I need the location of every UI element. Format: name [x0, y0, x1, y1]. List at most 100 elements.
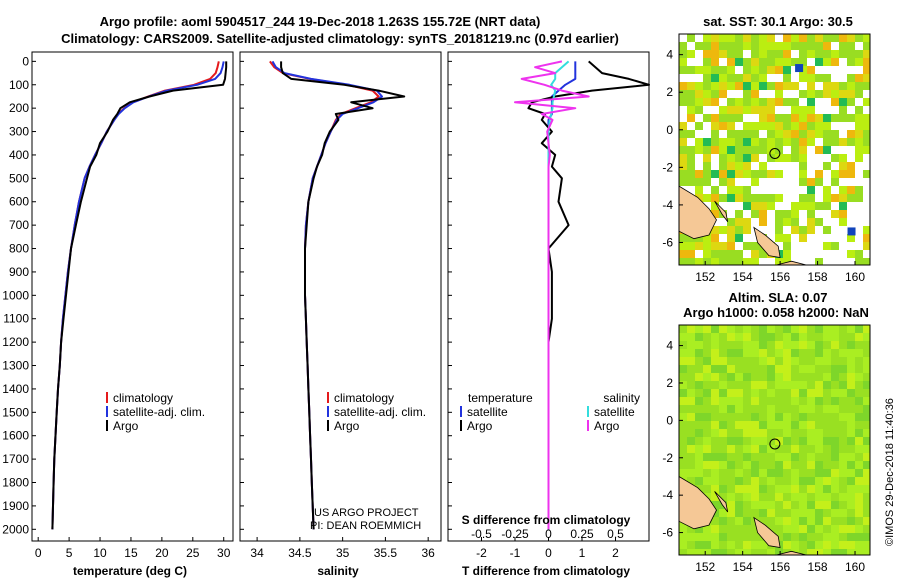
map-cell — [751, 421, 759, 429]
map-cell — [847, 445, 855, 453]
map-cell — [815, 122, 823, 130]
map-cell — [815, 469, 823, 477]
map-cell — [791, 333, 799, 341]
map-cell — [679, 242, 687, 250]
map-cell — [831, 517, 839, 525]
map-cell — [783, 250, 791, 258]
map-cell — [775, 333, 783, 341]
map-x-tick-label: 154 — [733, 560, 753, 574]
map-cell — [759, 122, 767, 130]
map-cell — [743, 525, 751, 533]
map-cell — [815, 421, 823, 429]
map-cell — [799, 437, 807, 445]
legend-salinity-header: salinity — [603, 391, 640, 405]
map-cell — [767, 429, 775, 437]
map-cell — [743, 509, 751, 517]
map-cell — [711, 250, 719, 258]
map-cell — [695, 42, 703, 50]
map-cell — [759, 58, 767, 66]
x-tick-label: 1 — [579, 546, 586, 560]
map-cell — [727, 178, 735, 186]
map-cell — [695, 405, 703, 413]
map-cell — [815, 533, 823, 541]
map-cell — [743, 333, 751, 341]
map-cell — [759, 162, 767, 170]
map-cell — [711, 325, 719, 333]
map-cell — [743, 357, 751, 365]
map-cell — [807, 493, 815, 501]
map-cell — [775, 42, 783, 50]
map-cell — [703, 429, 711, 437]
map-cell — [751, 461, 759, 469]
map-cell — [695, 146, 703, 154]
map-cell — [823, 325, 831, 333]
depth-tick-label: 1300 — [2, 359, 29, 373]
map-cell — [711, 445, 719, 453]
map-cell — [719, 517, 727, 525]
map-cell — [839, 405, 847, 413]
map-cell — [807, 325, 815, 333]
map-cell — [719, 413, 727, 421]
map-cell — [847, 421, 855, 429]
map-cell — [855, 453, 863, 461]
map-cell — [679, 333, 687, 341]
map-cell — [799, 34, 807, 42]
map-cell — [815, 130, 823, 138]
map-cell — [863, 413, 870, 421]
map-cell — [855, 90, 863, 98]
map-cell — [719, 437, 727, 445]
map-cell — [847, 227, 856, 236]
map-cell — [847, 194, 855, 202]
map-cell — [791, 493, 799, 501]
sla-map-subtitle: Argo h1000: 0.058 h2000: NaN — [683, 305, 869, 320]
map-cell — [839, 509, 847, 517]
map-cell — [791, 325, 799, 333]
series-s-argo — [514, 60, 590, 530]
map-cell — [735, 42, 743, 50]
map-cell — [815, 42, 823, 50]
map-cell — [799, 202, 807, 210]
map-cell — [855, 461, 863, 469]
map-cell — [767, 122, 775, 130]
map-cell — [703, 541, 711, 549]
map-cell — [767, 114, 775, 122]
map-cell — [767, 549, 775, 555]
map-cell — [735, 34, 743, 42]
map-cell — [711, 421, 719, 429]
map-cell — [831, 405, 839, 413]
map-cell — [735, 477, 743, 485]
map-cell — [735, 493, 743, 501]
map-cell — [687, 325, 695, 333]
map-cell — [807, 74, 815, 82]
map-cell — [767, 477, 775, 485]
map-cell — [783, 341, 791, 349]
map-cell — [791, 469, 799, 477]
map-cell — [799, 178, 807, 186]
map-cell — [807, 34, 815, 42]
map-cell — [791, 202, 799, 210]
map-cell — [735, 373, 743, 381]
map-cell — [759, 357, 767, 365]
map-cell — [679, 389, 687, 397]
map-cell — [831, 114, 839, 122]
map-cell — [759, 469, 767, 477]
map-cell — [799, 130, 807, 138]
map-cell — [855, 34, 863, 42]
map-cell — [783, 405, 791, 413]
map-cell — [791, 485, 799, 493]
map-cell — [807, 210, 815, 218]
map-cell — [791, 413, 799, 421]
map-cell — [727, 130, 735, 138]
map-cell — [775, 349, 783, 357]
map-cell — [711, 541, 719, 549]
map-cell — [687, 429, 695, 437]
map-cell — [847, 74, 855, 82]
map-cell — [855, 525, 863, 533]
map-cell — [735, 194, 743, 202]
map-cell — [775, 405, 783, 413]
map-cell — [799, 114, 807, 122]
map-cell — [695, 66, 703, 74]
map-cell — [831, 429, 839, 437]
map-cell — [743, 445, 751, 453]
map-cell — [703, 58, 711, 66]
